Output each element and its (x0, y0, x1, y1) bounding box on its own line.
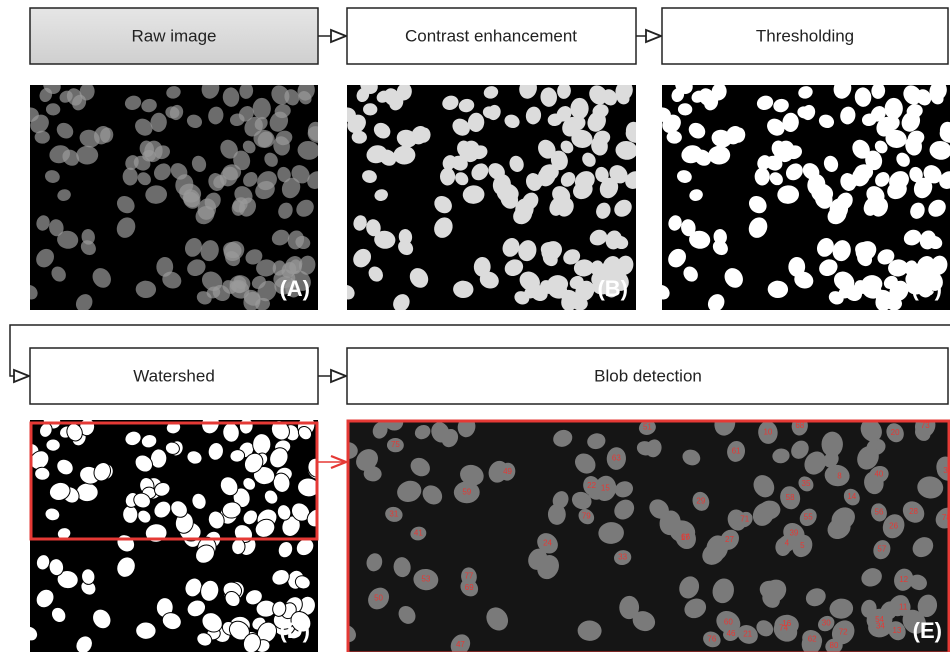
blob-label: 46 (727, 629, 736, 638)
blob-label: 60 (724, 617, 733, 626)
blob-label: 11 (899, 602, 908, 611)
cell-image: (D) (19, 408, 328, 652)
blob-label: 50 (374, 594, 383, 603)
nucleus (253, 434, 271, 455)
blob-label: 76 (707, 635, 716, 644)
blob-label: 63 (612, 454, 621, 463)
blob-label: 56 (875, 508, 884, 517)
step-label: Raw image (131, 26, 216, 45)
blob-label: 75 (391, 440, 400, 449)
step-label: Contrast enhancement (405, 26, 577, 45)
blob-label: 12 (899, 575, 908, 584)
blob-label: 20 (891, 428, 900, 437)
blob-label: 69 (465, 583, 474, 592)
blob-label: 39 (789, 529, 798, 538)
cell-image: (C) (651, 73, 950, 315)
blob-label: 79 (582, 512, 591, 521)
blob-label: 72 (839, 627, 848, 636)
nucleus (885, 98, 903, 119)
blob-label: 33 (618, 553, 627, 562)
nucleus (570, 98, 588, 119)
cell-image: (B) (336, 73, 646, 315)
blob-label: 62 (808, 635, 817, 644)
blob-label: 40 (874, 470, 883, 479)
blob-label: 35 (802, 479, 811, 488)
nucleus (135, 622, 156, 640)
blob-label: 57 (877, 545, 886, 554)
panel-label: (E) (913, 618, 942, 643)
blob-label: 77 (464, 572, 473, 581)
blob-label: 14 (847, 492, 856, 501)
blob-label: 24 (543, 538, 552, 547)
nucleus (123, 505, 138, 523)
panel-label: (B) (597, 276, 628, 301)
pipeline-diagram: (A)(B)(C)(D)(E)0458101112131415161720212… (0, 0, 950, 652)
blob-label: 80 (830, 641, 839, 650)
blob-label: 29 (696, 496, 705, 505)
blob-label: 61 (732, 447, 741, 456)
blob-label: 54 (875, 615, 884, 624)
nucleus (46, 439, 61, 452)
blob-label: 53 (421, 575, 430, 584)
blob-label: 22 (587, 481, 596, 490)
blob-label: 41 (414, 529, 423, 538)
blob-label: 71 (740, 515, 749, 524)
blob-label: 21 (743, 630, 752, 639)
cell-image: (A) (19, 73, 328, 315)
step-label: Watershed (133, 366, 215, 385)
blob-label: 58 (786, 493, 795, 502)
blob-label: 47 (456, 640, 465, 649)
blob-label: 74 (779, 623, 788, 632)
blob-label: 26 (889, 521, 898, 530)
step-label: Thresholding (756, 26, 854, 45)
blob-label: 4 (785, 539, 790, 548)
blob-label: 30 (822, 619, 831, 628)
blob-label: 59 (462, 487, 471, 496)
step-label: Blob detection (594, 366, 702, 385)
blob-label: 13 (892, 626, 901, 635)
blob-label: 28 (909, 507, 918, 516)
blob-label: 66 (681, 533, 690, 542)
panel-label: (D) (279, 618, 310, 643)
blob-label: 8 (837, 471, 842, 480)
blob-label: 10 (763, 428, 772, 437)
blob-label: 27 (725, 535, 734, 544)
blob-label: 5 (800, 541, 805, 550)
cell-image: (E)0458101112131415161720212224262728293… (335, 406, 950, 652)
blob-label: 15 (601, 484, 610, 493)
nucleus (76, 483, 98, 502)
panel-label: (C) (911, 276, 942, 301)
nucleus (253, 98, 271, 119)
panel-label: (A) (279, 276, 310, 301)
blob-label: 49 (503, 467, 512, 476)
blob-label: 31 (389, 509, 398, 518)
blob-label: 51 (643, 423, 652, 432)
blob-label: 55 (804, 512, 813, 521)
